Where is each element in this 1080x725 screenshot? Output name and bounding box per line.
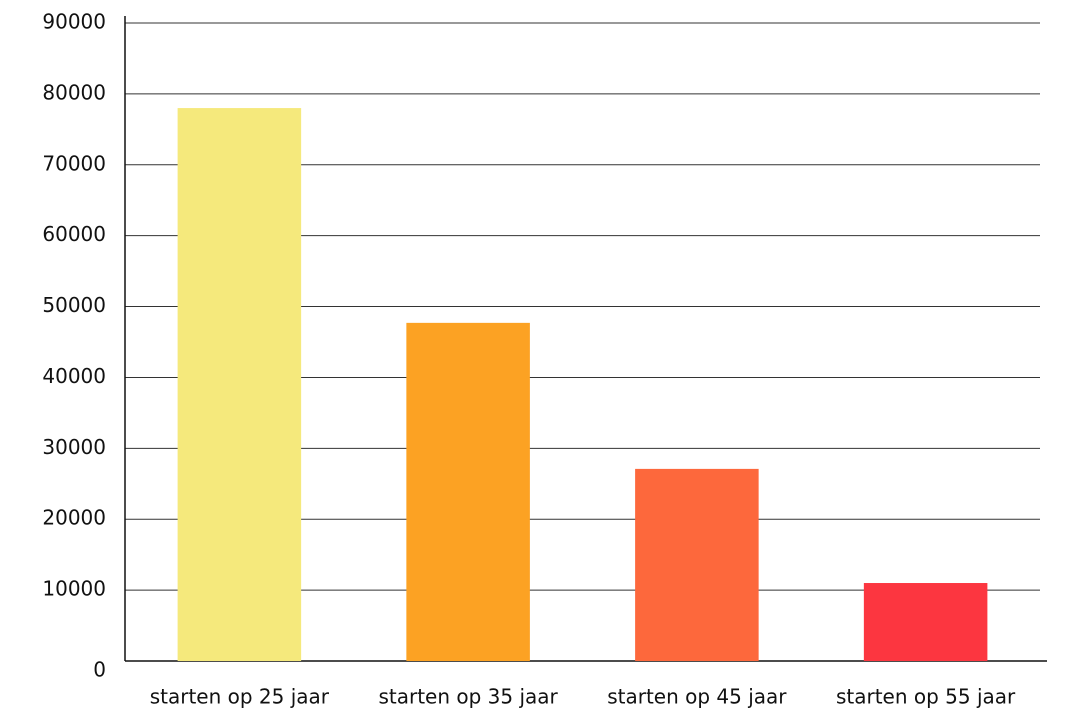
y-tick-label: 50000 bbox=[42, 293, 106, 317]
bar bbox=[635, 468, 759, 661]
y-tick-label: 10000 bbox=[42, 577, 106, 601]
bar bbox=[406, 322, 530, 661]
x-tick-label: starten op 55 jaar bbox=[836, 685, 1016, 709]
y-tick-label: 60000 bbox=[42, 222, 106, 246]
bar bbox=[177, 108, 302, 662]
y-tick-label: 20000 bbox=[42, 506, 106, 530]
y-tick-label: 70000 bbox=[42, 151, 106, 175]
y-tick-label: 40000 bbox=[42, 364, 106, 388]
x-tick-label: starten op 25 jaar bbox=[150, 685, 330, 709]
y-tick-label: 0 bbox=[93, 658, 106, 682]
y-tick-label: 30000 bbox=[42, 435, 106, 459]
y-tick-label: 80000 bbox=[42, 80, 106, 104]
x-tick-label: starten op 35 jaar bbox=[378, 685, 558, 709]
y-tick-label: 90000 bbox=[42, 10, 106, 34]
bar bbox=[863, 583, 988, 661]
x-tick-label: starten op 45 jaar bbox=[607, 685, 787, 709]
